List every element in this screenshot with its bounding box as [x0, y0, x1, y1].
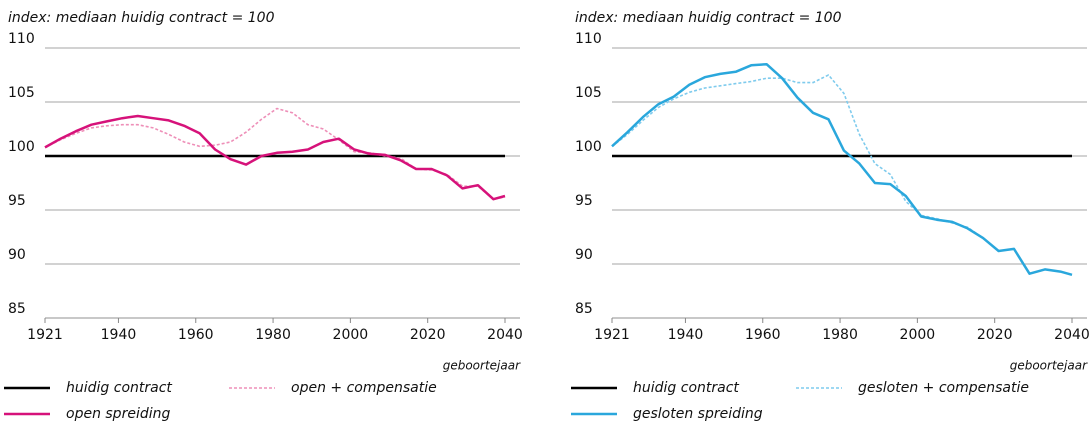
y-tick-label: 110: [575, 31, 602, 47]
y-tick-label: 95: [8, 193, 26, 209]
x-tick-label: 1940: [668, 327, 704, 343]
x-tick-label: 2040: [1054, 327, 1089, 343]
x-tick-label: 1921: [594, 327, 630, 343]
legend-label: huidig contract: [66, 380, 172, 396]
series-line: [44, 114, 506, 201]
legend-label: open + compensatie: [291, 380, 437, 396]
y-tick-label: 85: [8, 301, 26, 317]
y-tick-label: 105: [8, 85, 35, 101]
series-line: [611, 62, 1073, 277]
x-tick-label: 1960: [745, 327, 781, 343]
series-line: [611, 74, 1073, 276]
chart-title: index: mediaan huidig contract = 100: [8, 10, 275, 26]
x-axis-label: geboortejaar: [1010, 359, 1088, 373]
y-tick-label: 110: [8, 31, 35, 47]
x-tick-label: 2000: [333, 327, 369, 343]
y-tick-label: 100: [8, 139, 35, 155]
x-tick-label: 1960: [178, 327, 214, 343]
x-tick-label: 1980: [255, 327, 291, 343]
legend-label: huidig contract: [633, 380, 739, 396]
y-tick-label: 100: [575, 139, 602, 155]
x-tick-label: 1980: [822, 327, 858, 343]
x-axis-label: geboortejaar: [443, 359, 521, 373]
y-tick-label: 90: [575, 247, 593, 263]
legend-label: gesloten spreiding: [633, 406, 763, 422]
x-tick-label: 2000: [900, 327, 936, 343]
y-tick-label: 105: [575, 85, 602, 101]
legend-label: open spreiding: [66, 406, 170, 422]
x-tick-label: 1921: [27, 327, 63, 343]
chart-title: index: mediaan huidig contract = 100: [575, 10, 842, 26]
x-tick-label: 1940: [101, 327, 137, 343]
x-tick-label: 2040: [487, 327, 523, 343]
y-tick-label: 95: [575, 193, 593, 209]
x-tick-label: 2020: [977, 327, 1013, 343]
x-tick-label: 2020: [410, 327, 446, 343]
legend-label: gesloten + compensatie: [858, 380, 1029, 396]
y-tick-label: 90: [8, 247, 26, 263]
y-tick-label: 85: [575, 301, 593, 317]
